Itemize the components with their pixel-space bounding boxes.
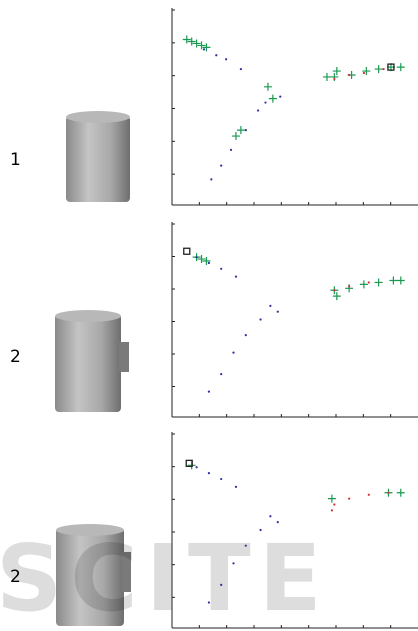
point bbox=[183, 36, 191, 44]
point bbox=[203, 48, 205, 50]
point bbox=[368, 494, 370, 496]
point bbox=[245, 545, 247, 547]
point bbox=[235, 276, 237, 278]
figure: 1 2 2 SCITE bbox=[0, 0, 418, 631]
point bbox=[387, 492, 389, 494]
point bbox=[230, 149, 232, 151]
row-label: 1 bbox=[10, 150, 21, 170]
point bbox=[360, 280, 368, 288]
point bbox=[225, 58, 227, 60]
point bbox=[220, 268, 222, 270]
point bbox=[259, 318, 261, 320]
point bbox=[277, 311, 279, 313]
point bbox=[208, 472, 210, 474]
point bbox=[397, 277, 405, 285]
point bbox=[215, 54, 217, 56]
point bbox=[232, 132, 240, 140]
point bbox=[196, 256, 198, 258]
point bbox=[382, 68, 384, 70]
point bbox=[375, 65, 383, 73]
cylinder-1 bbox=[66, 111, 130, 202]
point bbox=[220, 478, 222, 480]
point bbox=[264, 83, 272, 91]
point bbox=[257, 109, 259, 111]
point bbox=[198, 255, 206, 263]
point bbox=[397, 489, 405, 497]
point bbox=[210, 178, 212, 180]
point bbox=[269, 305, 271, 307]
point bbox=[363, 72, 365, 74]
point bbox=[348, 498, 350, 500]
point bbox=[232, 352, 234, 354]
point bbox=[389, 277, 397, 285]
point bbox=[208, 262, 210, 264]
point bbox=[323, 73, 331, 81]
point bbox=[220, 165, 222, 167]
point bbox=[245, 334, 247, 336]
point bbox=[279, 96, 281, 98]
point bbox=[245, 129, 247, 131]
row-label: 2 bbox=[10, 347, 21, 367]
point bbox=[196, 466, 198, 468]
point bbox=[375, 278, 383, 286]
cylinder-2 bbox=[55, 310, 129, 412]
point bbox=[397, 63, 405, 71]
point bbox=[235, 486, 237, 488]
point bbox=[193, 39, 201, 47]
point bbox=[220, 584, 222, 586]
watermark: SCITE bbox=[0, 525, 330, 631]
point bbox=[269, 95, 277, 103]
point bbox=[277, 521, 279, 523]
point bbox=[184, 248, 190, 254]
point bbox=[198, 41, 206, 49]
point bbox=[188, 37, 196, 45]
point bbox=[333, 289, 335, 291]
point bbox=[348, 74, 350, 76]
point bbox=[232, 562, 234, 564]
point bbox=[368, 281, 370, 283]
point bbox=[208, 601, 210, 603]
point bbox=[237, 126, 245, 134]
point bbox=[269, 515, 271, 517]
point bbox=[240, 68, 242, 70]
point bbox=[208, 391, 210, 393]
point bbox=[333, 503, 335, 505]
point bbox=[264, 101, 266, 103]
point bbox=[348, 285, 350, 287]
point bbox=[328, 495, 336, 503]
point bbox=[331, 509, 333, 511]
point bbox=[220, 373, 222, 375]
point bbox=[333, 78, 335, 80]
point bbox=[259, 529, 261, 531]
